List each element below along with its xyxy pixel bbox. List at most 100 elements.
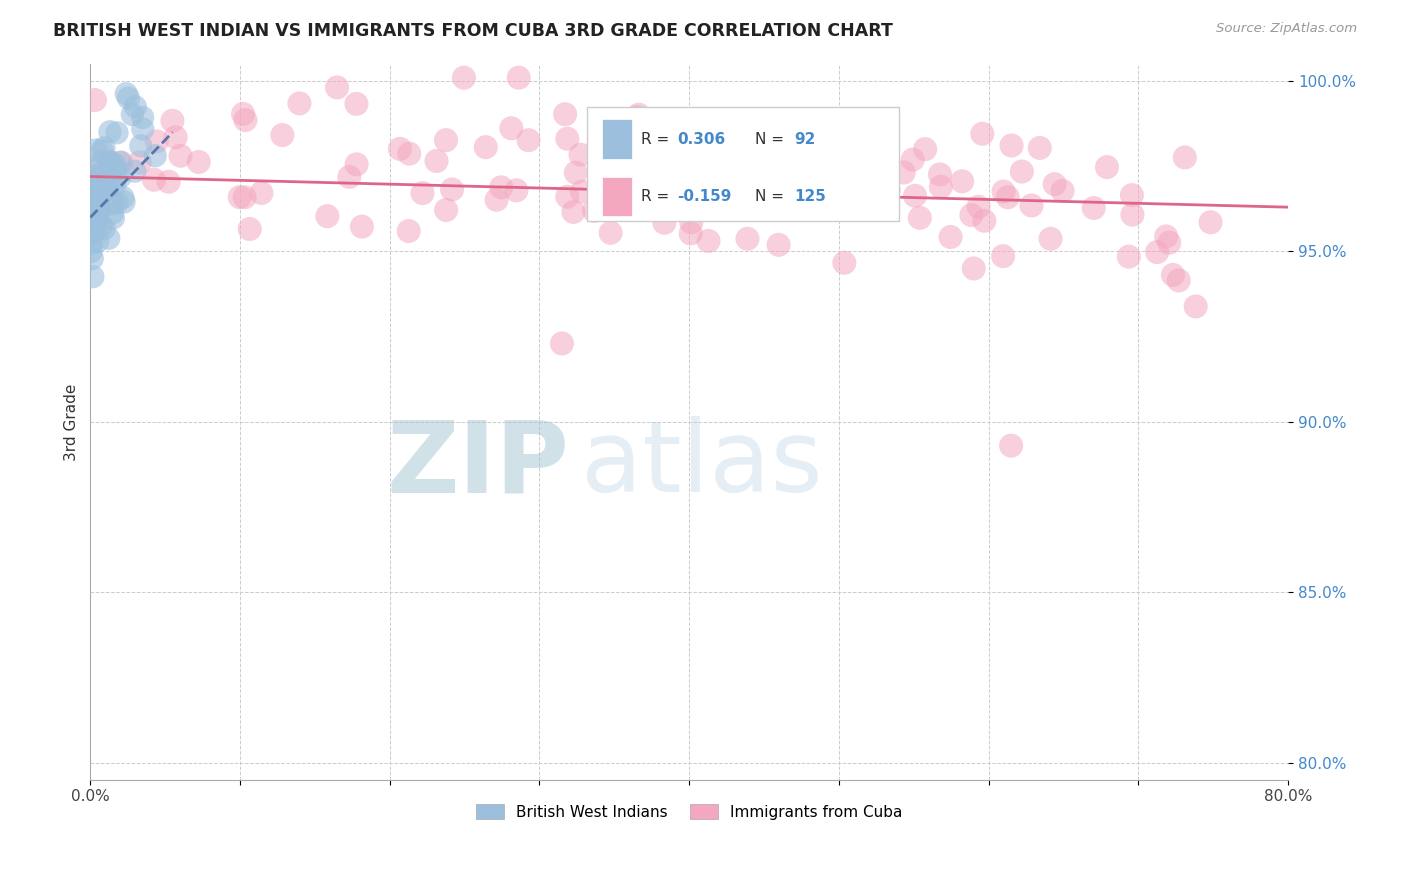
Point: [104, 163, 127, 178]
Point: [904, 188, 927, 202]
Point: [84, 208, 107, 222]
Point: [129, 139, 152, 153]
Point: [1021, 198, 1043, 212]
Point: [929, 168, 952, 182]
Point: [143, 173, 166, 187]
Point: [453, 70, 475, 85]
Point: [967, 200, 990, 214]
Point: [1039, 232, 1062, 246]
Point: [621, 202, 644, 216]
Point: [1052, 184, 1074, 198]
Text: N =: N =: [755, 131, 789, 146]
Point: [835, 185, 858, 199]
Point: [80, 178, 103, 192]
Point: [235, 113, 257, 128]
Point: [232, 107, 254, 121]
Point: [89, 200, 111, 214]
Point: [97, 171, 120, 186]
Point: [485, 193, 508, 207]
Point: [599, 163, 621, 178]
Point: [1161, 268, 1184, 282]
Point: [111, 156, 134, 170]
Point: [84, 186, 107, 201]
FancyBboxPatch shape: [602, 120, 631, 159]
Point: [271, 128, 294, 142]
Point: [124, 164, 146, 178]
Point: [562, 205, 585, 219]
Point: [616, 199, 638, 213]
Point: [132, 122, 155, 136]
Text: 0.306: 0.306: [678, 131, 725, 146]
Point: [80, 199, 103, 213]
Point: [993, 185, 1015, 199]
Point: [82, 226, 104, 240]
Point: [643, 188, 665, 202]
Point: [82, 191, 104, 205]
Point: [84, 195, 107, 210]
Point: [82, 211, 104, 226]
Point: [145, 135, 167, 149]
Point: [97, 231, 120, 245]
Point: [929, 179, 952, 194]
Point: [681, 215, 703, 229]
Point: [388, 142, 411, 156]
Point: [98, 155, 121, 169]
Point: [90, 180, 112, 194]
Point: [82, 252, 104, 266]
Point: [80, 194, 103, 209]
Point: [105, 126, 128, 140]
Point: [1146, 245, 1168, 260]
Point: [768, 237, 790, 252]
Point: [83, 161, 105, 176]
Point: [80, 227, 103, 241]
Point: [1159, 235, 1181, 250]
Point: [398, 224, 420, 238]
Point: [143, 149, 166, 163]
Point: [83, 189, 105, 203]
Point: [555, 132, 578, 146]
Point: [1121, 188, 1143, 202]
Point: [425, 153, 447, 168]
Point: [440, 182, 463, 196]
Point: [87, 205, 110, 219]
Point: [1118, 250, 1140, 264]
Point: [80, 198, 103, 212]
Point: [101, 166, 124, 180]
Point: [555, 190, 578, 204]
Point: [165, 130, 187, 145]
Point: [853, 190, 876, 204]
Point: [893, 165, 915, 179]
Point: [609, 162, 631, 177]
Text: 92: 92: [794, 131, 815, 146]
Point: [737, 232, 759, 246]
Point: [84, 214, 107, 228]
Point: [93, 168, 115, 182]
Point: [82, 172, 104, 186]
Point: [86, 202, 108, 216]
Point: [82, 177, 104, 191]
Text: BRITISH WEST INDIAN VS IMMIGRANTS FROM CUBA 3RD GRADE CORRELATION CHART: BRITISH WEST INDIAN VS IMMIGRANTS FROM C…: [53, 22, 893, 40]
Point: [1184, 300, 1206, 314]
Point: [963, 261, 986, 276]
Point: [1043, 178, 1066, 192]
Point: [877, 183, 900, 197]
Point: [434, 202, 457, 217]
Point: [350, 219, 373, 234]
Point: [80, 207, 103, 221]
Point: [104, 158, 127, 172]
Point: [86, 178, 108, 193]
Point: [94, 173, 117, 187]
Text: Source: ZipAtlas.com: Source: ZipAtlas.com: [1216, 22, 1357, 36]
Point: [89, 171, 111, 186]
Point: [973, 213, 995, 227]
Point: [124, 100, 146, 114]
Point: [239, 222, 262, 236]
Point: [111, 191, 134, 205]
Point: [80, 236, 103, 251]
Legend: British West Indians, Immigrants from Cuba: British West Indians, Immigrants from Cu…: [470, 797, 908, 826]
Point: [398, 146, 420, 161]
Point: [80, 194, 103, 208]
Text: atlas: atlas: [582, 417, 823, 513]
Point: [1167, 273, 1189, 287]
Point: [288, 96, 311, 111]
